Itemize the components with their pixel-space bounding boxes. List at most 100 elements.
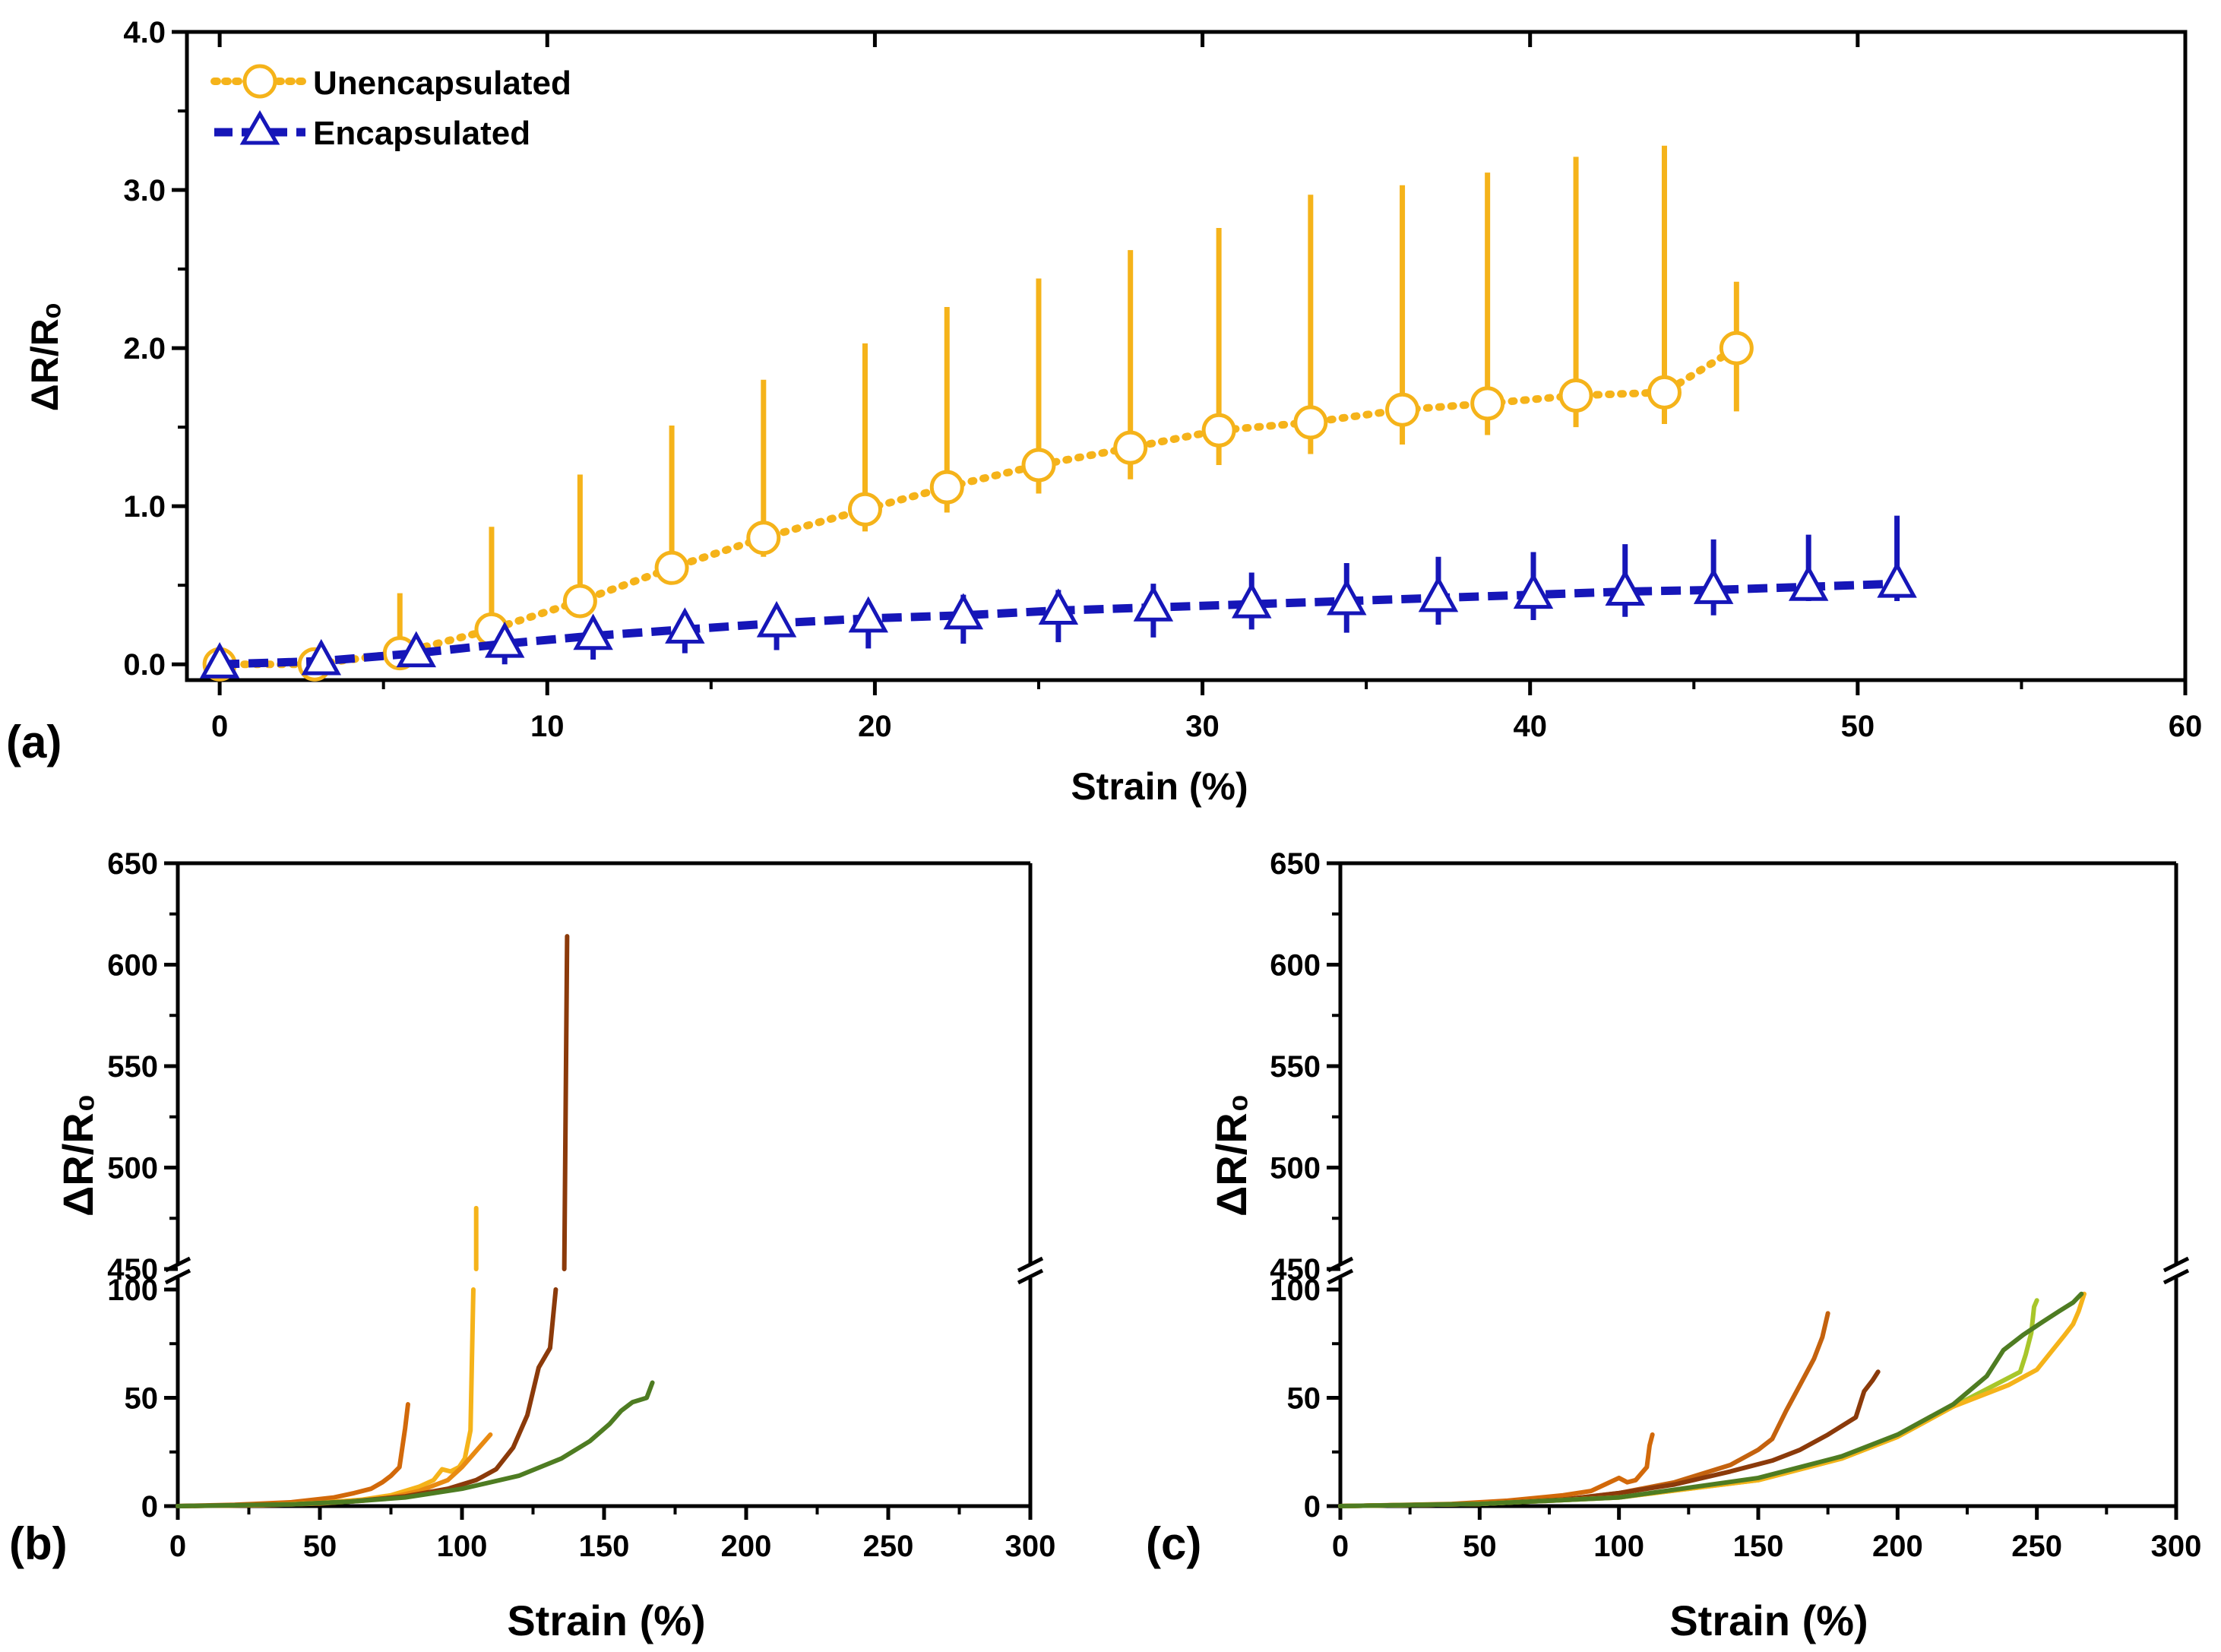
x-tick-label: 300 (1005, 1530, 1056, 1563)
data-point-triangle (943, 593, 984, 630)
x-tick-label: 250 (2011, 1530, 2062, 1563)
panel-a-xlabel: Strain (%) (1071, 765, 1248, 808)
legend-label-unencapsulated: Unencapsulated (313, 65, 571, 102)
series-line-lower (176, 1402, 410, 1508)
y-tick-label-lower: 0 (141, 1490, 158, 1524)
axis-break-mark (2162, 1268, 2190, 1285)
legend-marker-unencapsulated (242, 64, 277, 99)
data-point-triangle (665, 607, 705, 644)
axis-break-mark (1017, 1268, 1044, 1285)
panel-a-ticks: 0 10 20 30 40 50 60 0.0 1.0 2.0 3.0 4.0 (123, 16, 2202, 743)
data-point-circle (1021, 448, 1056, 483)
panel-b-xlabel: Strain (%) (507, 1597, 705, 1644)
data-point-circle (1647, 375, 1682, 410)
y-tick-label-a: 3.0 (123, 174, 166, 207)
data-point-triangle (1513, 572, 1554, 609)
data-point-triangle (1877, 561, 1917, 598)
x-tick-label: 200 (1872, 1530, 1923, 1563)
data-point-triangle (1418, 575, 1459, 612)
data-point-circle (1558, 378, 1593, 413)
y-tick-label-upper: 650 (107, 847, 158, 881)
panel-b: 0 50 100 150 200 250 300050100450500550600650 … (9, 847, 1055, 1644)
x-tick-label-a: 60 (2169, 710, 2203, 743)
legend-label-encapsulated: Encapsulated (313, 115, 530, 152)
data-point-triangle (396, 631, 437, 668)
y-tick-label-upper: 450 (1270, 1253, 1321, 1286)
y-tick-label-upper: 500 (1270, 1152, 1321, 1185)
series-line-upper (562, 934, 570, 1271)
panel-c-xlabel: Strain (%) (1669, 1597, 1868, 1644)
x-tick-label-a: 20 (858, 710, 892, 743)
y-tick-label-a: 2.0 (123, 332, 166, 366)
legend: Unencapsulated Encapsulated (210, 64, 571, 152)
data-point-triangle (1232, 581, 1272, 619)
x-tick-label-a: 30 (1185, 710, 1220, 743)
y-tick-label-a: 4.0 (123, 16, 166, 49)
axis-break-mark (1017, 1256, 1044, 1273)
x-tick-label: 50 (303, 1530, 337, 1563)
data-point-circle (1201, 413, 1236, 448)
y-tick-label-lower: 100 (107, 1274, 158, 1307)
series-line-lower (1338, 1291, 2084, 1508)
panel-b-ylabel: ΔR/R₀ (54, 1093, 102, 1217)
x-tick-label-a: 10 (530, 710, 565, 743)
x-tick-label: 200 (721, 1530, 772, 1563)
y-tick-label-lower: 50 (125, 1382, 159, 1416)
data-point-triangle (1133, 585, 1174, 622)
y-tick-label-upper: 450 (107, 1253, 158, 1286)
x-tick-label: 100 (1593, 1530, 1644, 1563)
y-tick-label-upper: 550 (107, 1050, 158, 1084)
panel-b-label: (b) (9, 1518, 68, 1569)
data-point-circle (654, 550, 689, 585)
x-tick-label-a: 40 (1513, 710, 1547, 743)
data-point-circle (746, 521, 781, 555)
x-tick-label: 150 (1733, 1530, 1784, 1563)
y-tick-label-upper: 650 (1270, 847, 1321, 881)
panel-c-series (1338, 1291, 2087, 1508)
x-tick-label-a: 0 (211, 710, 228, 743)
panel-a-ylabel: ΔR/Rₒ (24, 303, 66, 412)
panel-a-frame (185, 30, 2188, 682)
data-point-circle (562, 584, 597, 619)
data-point-triangle (848, 596, 889, 633)
y-tick-label-upper: 600 (1270, 949, 1321, 983)
data-point-circle (1293, 405, 1328, 440)
data-point-circle (1719, 331, 1754, 366)
series-line-lower (176, 1287, 558, 1508)
x-tick-label: 0 (1332, 1530, 1349, 1563)
panel-a-series (199, 145, 1917, 682)
x-tick-label: 100 (437, 1530, 488, 1563)
data-point-circle (1470, 386, 1505, 421)
y-tick-label-lower: 50 (1287, 1382, 1321, 1416)
y-tick-label-a: 0.0 (123, 648, 166, 682)
series-line-lower (1338, 1298, 2039, 1508)
series-line-lower (176, 1380, 655, 1508)
y-tick-label-lower: 100 (1270, 1274, 1321, 1307)
y-tick-label-upper: 600 (107, 949, 158, 983)
data-point-triangle (1788, 565, 1829, 601)
data-point-triangle (199, 642, 240, 679)
x-tick-label: 50 (1463, 1530, 1497, 1563)
legend-marker-encapsulated (239, 110, 280, 145)
y-tick-label-a: 1.0 (123, 490, 166, 524)
x-tick-label: 300 (2151, 1530, 2202, 1563)
data-point-triangle (301, 638, 341, 676)
panel-c: 0 50 100 150 200 250 300050100450500550600650 … (1146, 847, 2201, 1644)
data-point-circle (1385, 392, 1420, 427)
axis-break-mark (164, 1268, 191, 1285)
series-line-lower (176, 1287, 476, 1508)
x-tick-label-a: 50 (1841, 710, 1875, 743)
data-point-circle (929, 470, 964, 505)
data-point-triangle (1327, 578, 1367, 616)
panel-b-series (176, 934, 655, 1508)
y-tick-label-lower: 0 (1304, 1490, 1321, 1524)
data-point-circle (847, 492, 882, 527)
data-point-circle (1113, 430, 1148, 465)
axis-break-mark (1327, 1268, 1354, 1285)
y-tick-label-upper: 550 (1270, 1050, 1321, 1084)
data-point-triangle (1605, 569, 1645, 606)
